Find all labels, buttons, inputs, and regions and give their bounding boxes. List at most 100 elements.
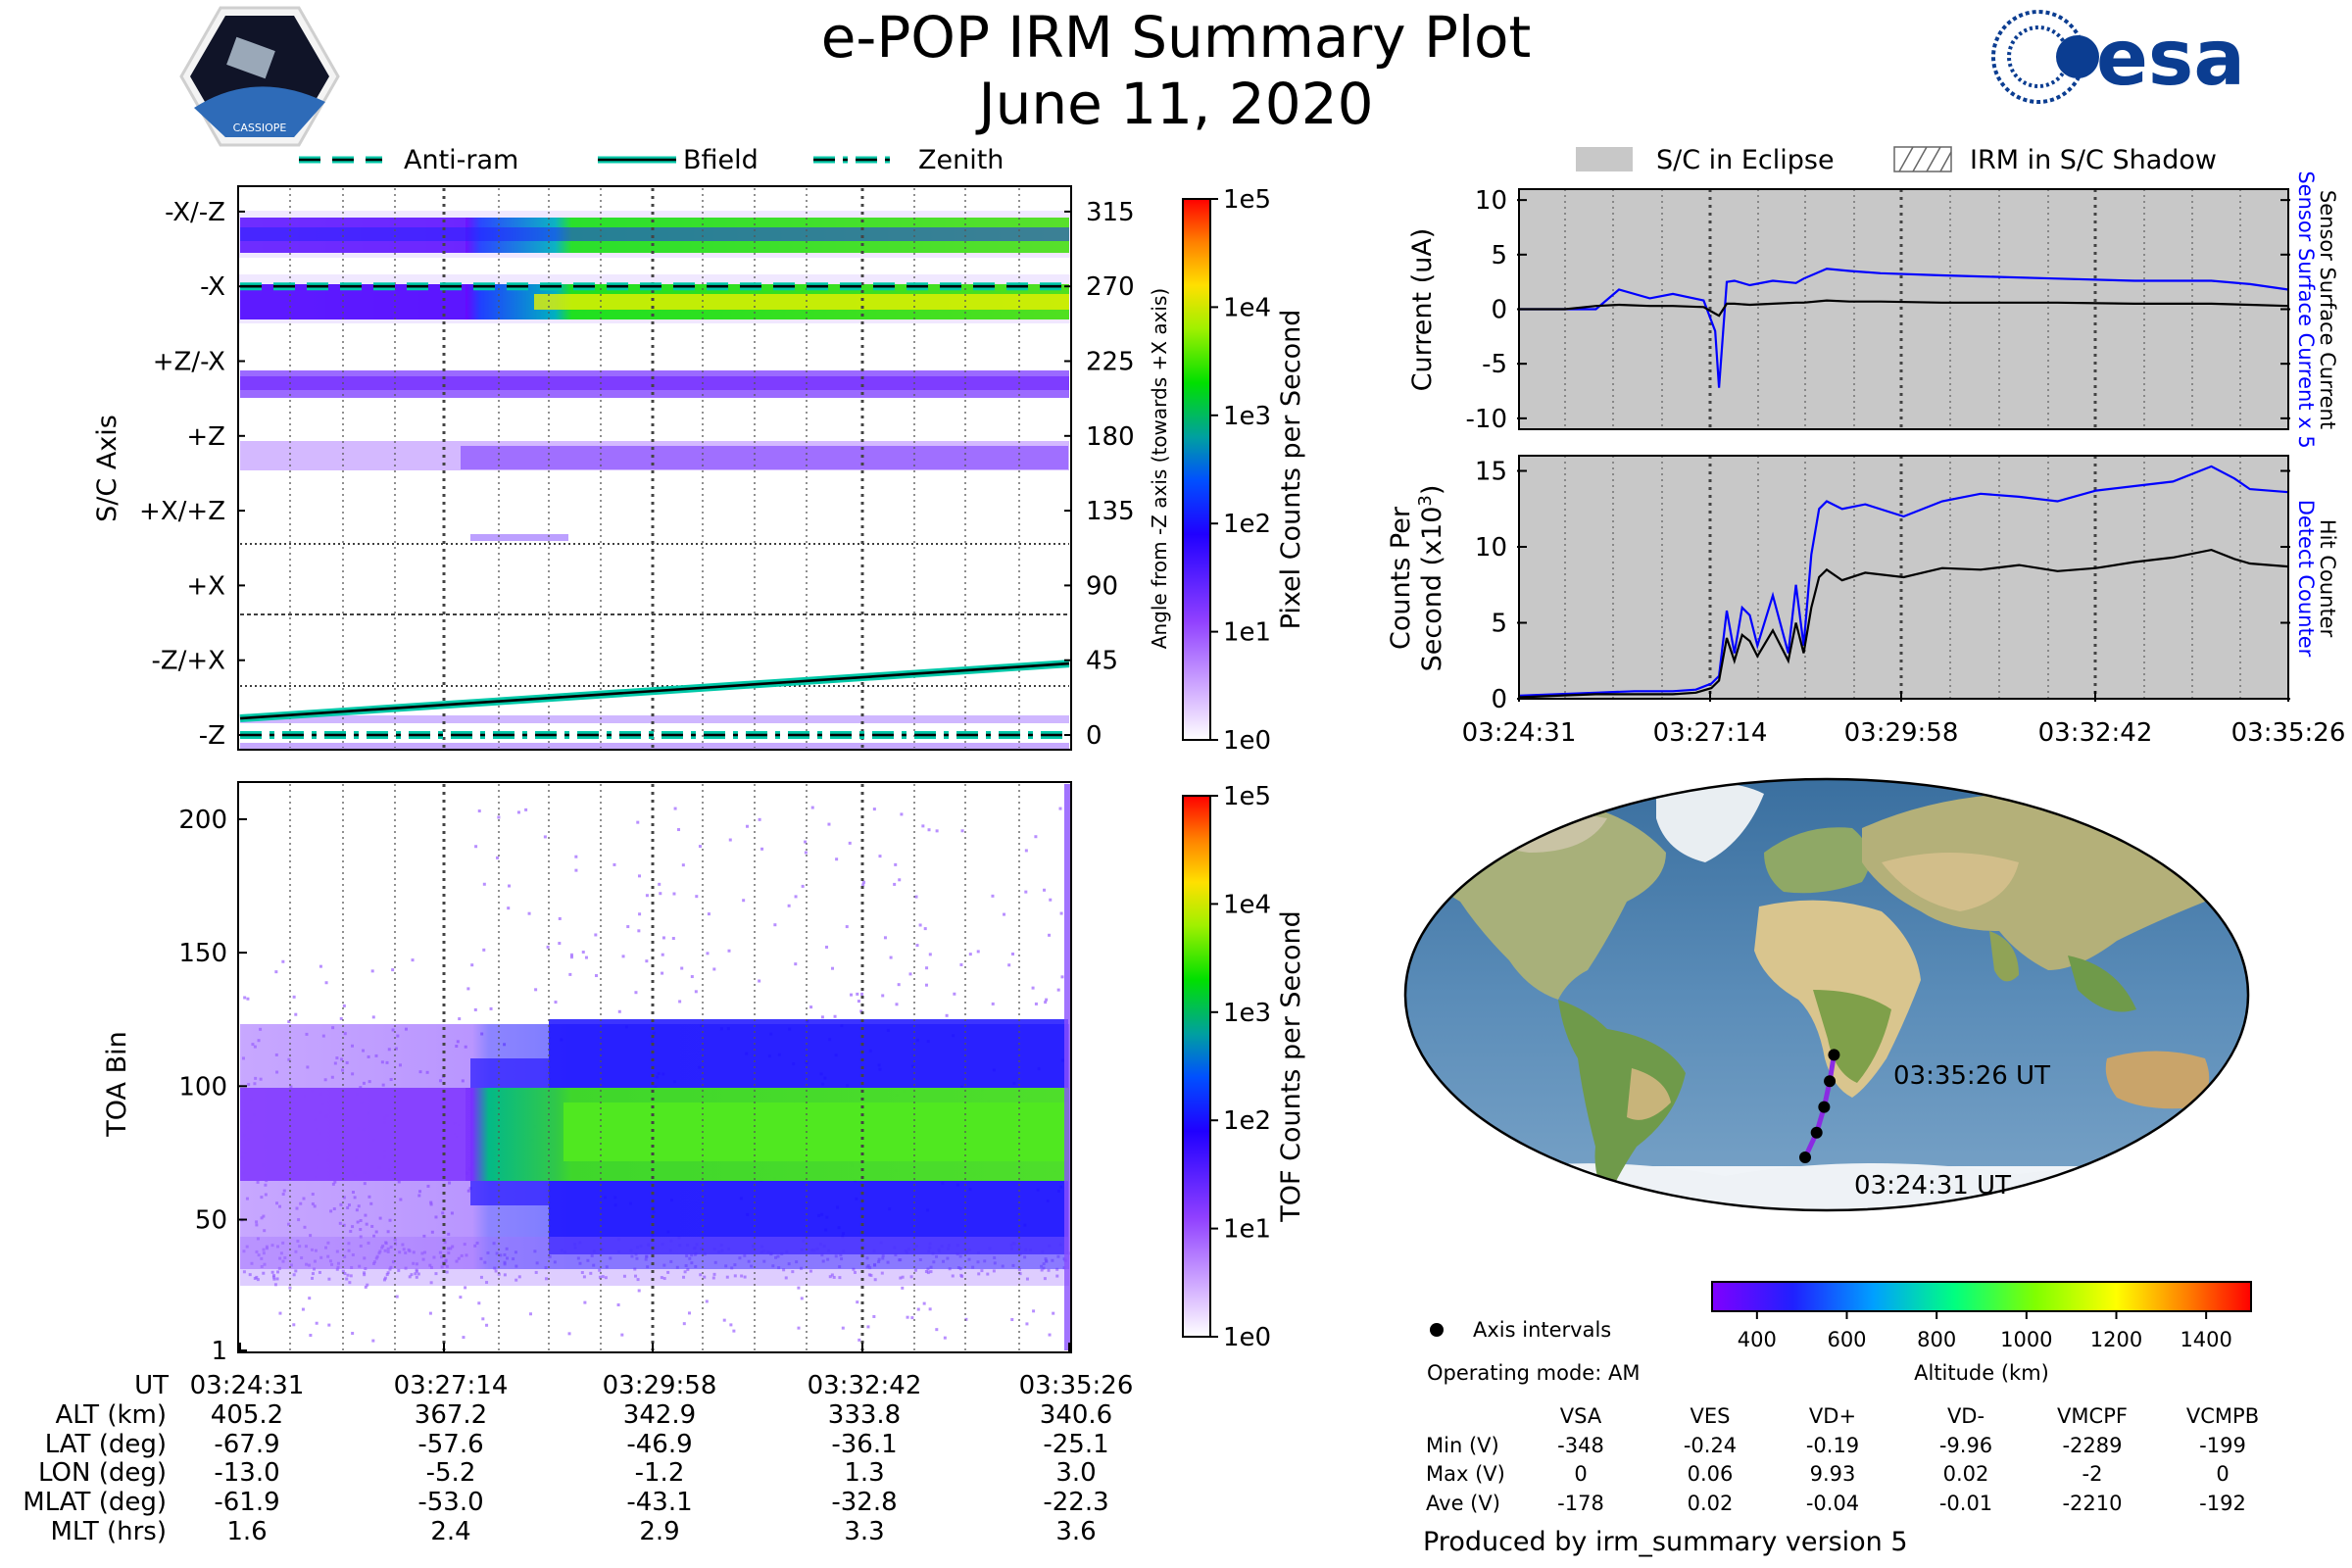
- tof-noise-dot: [787, 904, 791, 907]
- tof-noise-dot: [621, 955, 625, 958]
- tof-noise-dot: [1055, 1267, 1059, 1271]
- tof-noise-dot: [616, 1303, 620, 1307]
- tof-noise-dot: [1048, 1333, 1052, 1337]
- tof-noise-dot: [534, 988, 538, 992]
- axis-intervals-label: Axis intervals: [1473, 1318, 1611, 1342]
- y-tick: 0: [1491, 296, 1507, 325]
- tof-noise-dot: [273, 1283, 277, 1287]
- ephemeris-row-label: MLAT (deg): [23, 1488, 167, 1517]
- tof-noise-dot: [677, 828, 681, 832]
- tof-noise-dot: [470, 963, 474, 967]
- tof-noise-dot: [620, 1333, 624, 1337]
- tof-noise-dot: [683, 1270, 687, 1274]
- tof-noise-dot: [773, 923, 777, 927]
- tof-noise-dot: [339, 1016, 343, 1020]
- tof-noise-dot: [287, 1020, 291, 1024]
- tof-noise-dot: [695, 895, 699, 899]
- ephemeris-cell: 333.8: [828, 1400, 901, 1430]
- current-right-label-2: Sensor Surface Current: [2316, 190, 2339, 429]
- tof-noise-dot: [1025, 1277, 1029, 1281]
- tof-noise-dot: [686, 1267, 690, 1271]
- tof-noise-dot: [327, 1323, 331, 1327]
- pixel-panel: S/C Axis -X/-Z -X +Z/-X +Z +X/+Z +X -Z/+X -Z 31…: [92, 185, 1171, 751]
- tof-noise-dot: [924, 1269, 928, 1273]
- tof-noise-dot: [345, 1277, 349, 1281]
- tof-noise-dot: [633, 1267, 637, 1271]
- tof-noise-dot: [294, 1269, 298, 1273]
- ephemeris-cell: -5.2: [426, 1458, 476, 1488]
- tof-noise-dot: [581, 951, 585, 955]
- ephemeris-cell: -32.8: [831, 1488, 897, 1517]
- tof-noise-dot: [1055, 1274, 1059, 1278]
- tof-noise-dot: [473, 1007, 477, 1011]
- tof-noise-dot: [1048, 933, 1052, 937]
- tof-noise-dot: [301, 1307, 305, 1311]
- tof-noise-dot: [466, 987, 470, 991]
- tof-noise-dot: [1052, 1311, 1055, 1315]
- pixel-angle-tick: 315: [1086, 198, 1135, 227]
- tof-noise-dot: [968, 953, 972, 956]
- ephemeris-cell: 3.3: [844, 1517, 884, 1546]
- page-title: e-POP IRM Summary Plot: [821, 4, 1532, 71]
- tof-noise-dot: [574, 868, 578, 872]
- tof-noise-dot: [869, 1273, 873, 1277]
- tof-noise-dot: [880, 1271, 884, 1275]
- tof-noise-dot: [681, 863, 685, 867]
- tof-noise-dot: [528, 1312, 532, 1316]
- voltage-cell: 0: [2216, 1462, 2229, 1486]
- x-tick: 03:35:26: [2231, 718, 2346, 748]
- tof-noise-dot: [1017, 1268, 1021, 1272]
- tof-noise-dot: [318, 964, 322, 968]
- voltage-cell: -9.96: [1939, 1434, 1992, 1457]
- tof-noise-dot: [830, 1273, 834, 1277]
- voltage-header: VMCPF: [2057, 1404, 2128, 1428]
- tof-noise-dot: [1034, 1002, 1038, 1005]
- tof-noise-dot: [288, 1286, 292, 1290]
- tof-noise-dot: [706, 952, 710, 956]
- tof-noise-dot: [569, 953, 573, 956]
- series-line: [1519, 299, 2289, 318]
- map-start-label: 03:24:31 UT: [1854, 1171, 2011, 1200]
- tof-noise-dot: [1034, 835, 1038, 839]
- tof-noise-dot: [797, 1326, 801, 1330]
- tof-noise-dot: [898, 878, 902, 882]
- voltage-cell: -2210: [2062, 1492, 2122, 1515]
- tof-noise-dot: [857, 1000, 860, 1004]
- ephemeris-cell: -22.3: [1043, 1488, 1108, 1517]
- tof-noise-dot: [366, 1283, 369, 1287]
- tof-noise-dot: [910, 1316, 914, 1320]
- ephemeris-cell: -61.9: [214, 1488, 279, 1517]
- tof-noise-dot: [574, 855, 578, 858]
- tof-noise-dot: [508, 884, 512, 888]
- tof-noise-dot: [497, 815, 501, 819]
- tof-noise-dot: [794, 962, 798, 966]
- tof-noise-dot: [351, 1332, 355, 1336]
- tof-noise-dot: [645, 959, 649, 963]
- tof-noise-dot: [497, 1272, 501, 1276]
- tof-noise-dot: [294, 1012, 298, 1016]
- tof-noise-dot: [659, 892, 662, 896]
- pixel-angle-tick: 45: [1086, 647, 1118, 676]
- ephemeris-cell: -46.9: [626, 1430, 692, 1459]
- tof-noise-dot: [853, 1270, 857, 1274]
- voltage-row-label: Ave (V): [1426, 1492, 1500, 1515]
- tof-noise-dot: [1060, 975, 1064, 979]
- pixel-angle-labels: 315 270 225 180 135 90 45 0: [1064, 198, 1135, 751]
- tof-noise-dot: [861, 883, 865, 887]
- y-tick: -5: [1482, 350, 1507, 379]
- pixel-colorbar-label: Pixel Counts per Second: [1276, 310, 1306, 630]
- tof-noise-dot: [928, 1307, 932, 1311]
- pixel-angle-tick: 135: [1086, 497, 1135, 526]
- tof-y-tick: 50: [195, 1206, 227, 1236]
- tof-noise-dot: [464, 1286, 467, 1290]
- tof-noise-dot: [924, 983, 928, 987]
- voltage-cell: -199: [2199, 1434, 2246, 1457]
- tof-noise-dot: [873, 1278, 877, 1282]
- altitude-tick: 1000: [2000, 1328, 2052, 1351]
- tof-noise-dot: [246, 997, 250, 1001]
- tof-noise-dot: [1040, 1268, 1044, 1272]
- tof-noise-dot: [977, 1272, 981, 1276]
- tof-colorbar-label: TOF Counts per Second: [1276, 910, 1306, 1223]
- tof-noise-dot: [1024, 849, 1028, 853]
